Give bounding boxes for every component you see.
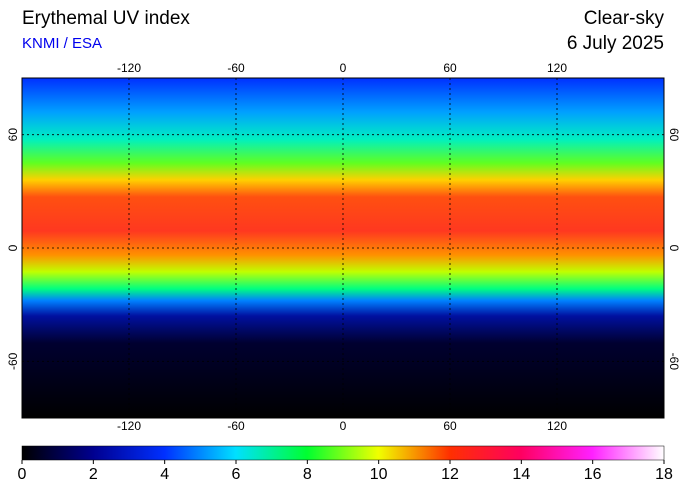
lon-tick-label: -120 <box>117 61 141 75</box>
colorbar-tick-label: 2 <box>89 466 98 483</box>
lon-tick-label: -60 <box>227 61 245 75</box>
title: Erythemal UV index <box>22 8 190 29</box>
source: KNMI / ESA <box>22 35 102 52</box>
colorbar-tick-label: 10 <box>370 466 388 483</box>
colorbar-tick-label: 14 <box>512 466 530 483</box>
colorbar-tick-label: 12 <box>441 466 459 483</box>
colorbar-tick-label: 16 <box>584 466 602 483</box>
colorbar-tick-label: 8 <box>303 466 312 483</box>
lat-tick-label: 0 <box>6 244 20 251</box>
lat-tick-label: -60 <box>6 352 20 370</box>
colorbar-tick-label: 0 <box>18 466 27 483</box>
lon-tick-label: -60 <box>227 419 245 433</box>
colorbar-tick-label: 6 <box>232 466 241 483</box>
colorbar <box>21 445 665 461</box>
lon-tick-label: 60 <box>443 419 457 433</box>
colorbar-tick-label: 18 <box>655 466 673 483</box>
lon-tick-label: -120 <box>117 419 141 433</box>
lon-tick-label: 120 <box>547 61 567 75</box>
date: 6 July 2025 <box>567 33 664 54</box>
lat-tick-label: 0 <box>667 245 681 252</box>
lat-tick-label: -60 <box>667 353 681 371</box>
condition: Clear-sky <box>584 8 665 29</box>
colorbar-tick-label: 4 <box>160 466 169 483</box>
lon-tick-label: 120 <box>547 419 567 433</box>
lat-tick-label: 60 <box>6 128 20 142</box>
lat-tick-label: 60 <box>667 128 681 142</box>
lon-tick-label: 0 <box>340 419 347 433</box>
lon-tick-label: 60 <box>443 61 457 75</box>
lon-tick-label: 0 <box>340 61 347 75</box>
